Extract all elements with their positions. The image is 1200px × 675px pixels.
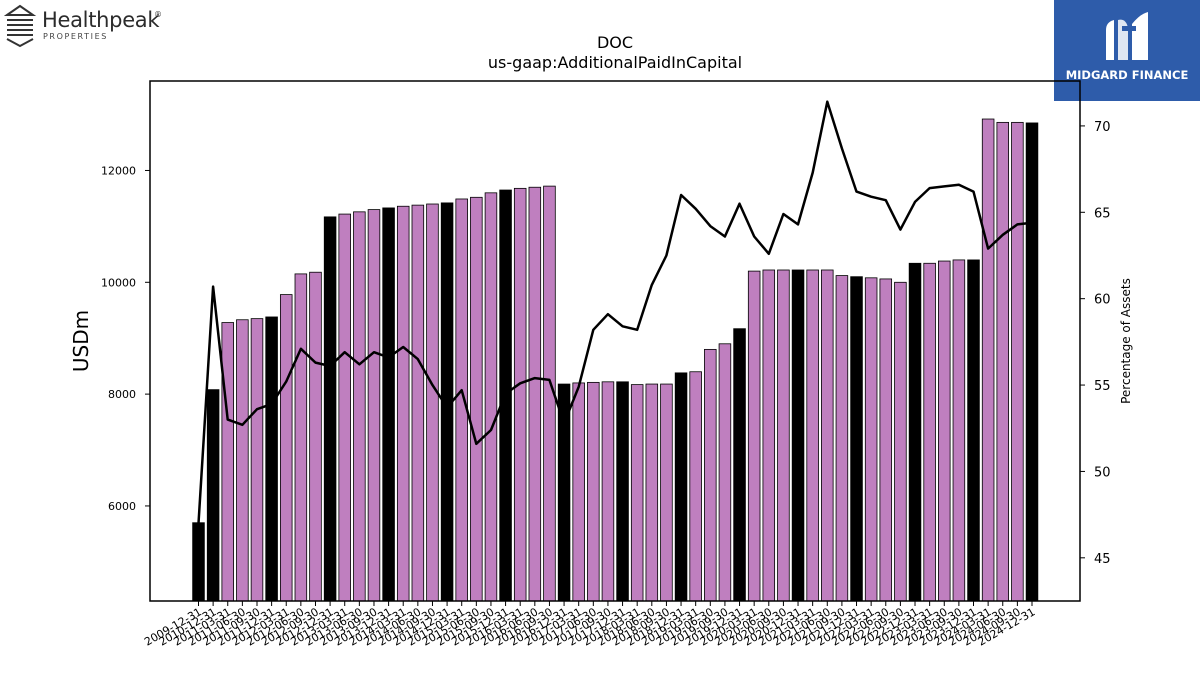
healthpeak-logo: Healthpeak ® PROPERTIES	[4, 4, 174, 48]
bar	[411, 204, 425, 602]
bar	[484, 192, 498, 602]
bar	[967, 259, 980, 602]
percentage-line	[197, 100, 1033, 524]
bar	[1011, 121, 1024, 602]
bar	[221, 322, 234, 602]
bar	[733, 328, 746, 602]
bar	[850, 276, 863, 602]
bar	[952, 259, 966, 602]
bar	[1025, 122, 1039, 602]
bar	[236, 319, 249, 602]
bar	[718, 343, 732, 602]
bar	[894, 281, 907, 602]
bar	[630, 384, 644, 602]
y2-tick-label: 65	[1094, 206, 1111, 221]
bar	[426, 203, 439, 602]
bar	[938, 260, 951, 602]
bar	[791, 269, 805, 602]
bar	[821, 269, 834, 602]
bar	[250, 318, 264, 602]
bar	[704, 348, 717, 602]
chart-title: DOC	[597, 33, 633, 52]
y2-tick-label: 70	[1094, 120, 1111, 135]
bar	[835, 275, 849, 602]
bar	[689, 371, 702, 602]
bar	[587, 381, 600, 602]
chart-subtitle: us-gaap:AdditionalPaidInCapital	[488, 53, 742, 72]
y2-tick-label: 50	[1094, 465, 1111, 480]
bar	[309, 271, 322, 602]
healthpeak-mark-icon	[4, 4, 37, 48]
bar	[455, 198, 468, 602]
y-tick-label: 8000	[108, 388, 136, 401]
bar	[367, 209, 381, 602]
bar	[864, 277, 878, 602]
bar	[338, 213, 351, 602]
bar	[996, 121, 1010, 602]
bar	[353, 211, 366, 602]
y2-axis-label: Percentage of Assets	[1119, 278, 1133, 404]
midgard-brand-name: MIDGARD FINANCE	[1065, 68, 1189, 82]
bar	[206, 389, 220, 602]
bar	[660, 383, 673, 602]
y-tick-label: 10000	[101, 276, 136, 289]
bar	[572, 382, 585, 602]
bar	[528, 186, 542, 602]
bar	[806, 269, 819, 602]
bar	[747, 270, 761, 602]
bar	[762, 269, 776, 602]
bar	[396, 205, 410, 602]
bar	[192, 522, 205, 602]
bar	[382, 207, 395, 602]
y-tick-label: 12000	[101, 164, 136, 177]
healthpeak-name: Healthpeak	[42, 8, 160, 32]
bar	[513, 187, 527, 602]
midgard-finance-logo: MIDGARD FINANCE	[1054, 0, 1200, 101]
y2-tick-label: 60	[1094, 293, 1111, 308]
bar	[908, 262, 922, 602]
bar	[879, 278, 893, 602]
bar	[265, 316, 278, 602]
y2-tick-label: 45	[1094, 552, 1111, 567]
bar	[981, 118, 995, 602]
registered-mark: ®	[154, 10, 162, 19]
bar	[294, 273, 308, 602]
y2-tick-label: 55	[1094, 379, 1111, 394]
midgard-mark-icon	[1106, 12, 1148, 61]
healthpeak-subtitle: PROPERTIES	[43, 32, 108, 41]
bar	[601, 381, 615, 602]
y-tick-label: 6000	[108, 500, 136, 513]
y-axis-label: USDm	[69, 310, 93, 372]
bar	[674, 372, 688, 602]
plot-frame	[149, 80, 1081, 602]
bar	[777, 269, 790, 602]
bar	[279, 294, 293, 602]
bar	[470, 196, 483, 602]
bar	[923, 262, 936, 602]
bar	[557, 383, 571, 602]
bar	[616, 381, 629, 602]
bar	[645, 383, 659, 602]
bar	[323, 216, 337, 602]
